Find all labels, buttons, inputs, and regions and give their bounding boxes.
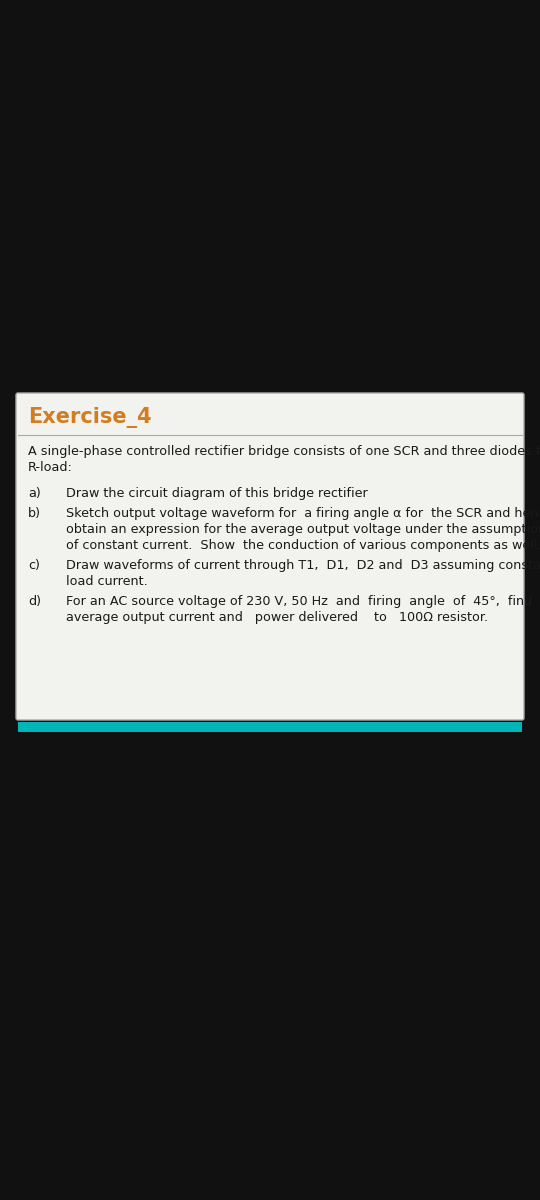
Text: Draw waveforms of current through T1,  D1,  D2 and  D3 assuming constant: Draw waveforms of current through T1, D1… bbox=[66, 559, 540, 572]
Text: load current.: load current. bbox=[66, 575, 148, 588]
Bar bbox=[18, 722, 522, 732]
FancyBboxPatch shape bbox=[16, 392, 524, 720]
Text: average output current and   power delivered    to   100Ω resistor.: average output current and power deliver… bbox=[66, 611, 488, 624]
Text: Sketch output voltage waveform for  a firing angle α for  the SCR and hence: Sketch output voltage waveform for a fir… bbox=[66, 506, 540, 520]
Text: b): b) bbox=[28, 506, 41, 520]
Text: obtain an expression for the average output voltage under the assumption: obtain an expression for the average out… bbox=[66, 523, 540, 536]
Text: of constant current.  Show  the conduction of various components as well.: of constant current. Show the conduction… bbox=[66, 539, 540, 552]
Text: R-load:: R-load: bbox=[28, 461, 73, 474]
Text: a): a) bbox=[28, 487, 40, 500]
Text: A single-phase controlled rectifier bridge consists of one SCR and three diodes : A single-phase controlled rectifier brid… bbox=[28, 445, 540, 458]
Text: d): d) bbox=[28, 595, 41, 608]
Text: For an AC source voltage of 230 V, 50 Hz  and  firing  angle  of  45°,  find  th: For an AC source voltage of 230 V, 50 Hz… bbox=[66, 595, 540, 608]
Text: Exercise_4: Exercise_4 bbox=[28, 407, 152, 428]
Text: c): c) bbox=[28, 559, 40, 572]
Text: Draw the circuit diagram of this bridge rectifier: Draw the circuit diagram of this bridge … bbox=[66, 487, 368, 500]
